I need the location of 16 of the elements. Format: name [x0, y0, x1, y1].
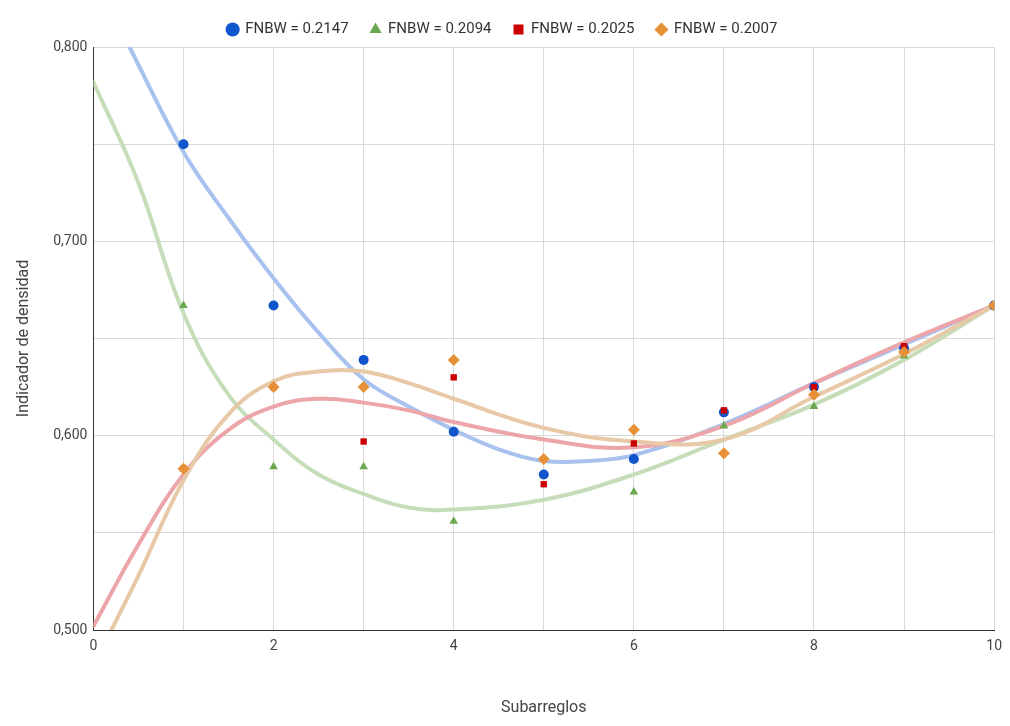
y-axis-title: Indicador de densidad [12, 259, 32, 418]
legend-label: FNBW = 0.2147 [245, 19, 349, 38]
legend-label: FNBW = 0.2025 [531, 19, 635, 38]
legend-label: FNBW = 0.2007 [673, 19, 778, 38]
x-tick-label: 0 [89, 636, 98, 653]
x-tick-label: 2 [269, 636, 278, 653]
x-tick-label: 4 [449, 636, 458, 653]
y-tick-label: 0,600 [53, 426, 88, 443]
x-axis-title: Subarreglos [501, 697, 587, 717]
x-tick-label: 8 [810, 636, 819, 653]
x-tick-label: 6 [629, 636, 638, 653]
legend-label: FNBW = 0.2094 [388, 19, 493, 38]
y-tick-label: 0,700 [53, 231, 88, 248]
y-tick-label: 0,500 [53, 620, 88, 637]
x-tick-label: 10 [986, 636, 1003, 653]
y-tick-label: 0,800 [53, 37, 88, 54]
